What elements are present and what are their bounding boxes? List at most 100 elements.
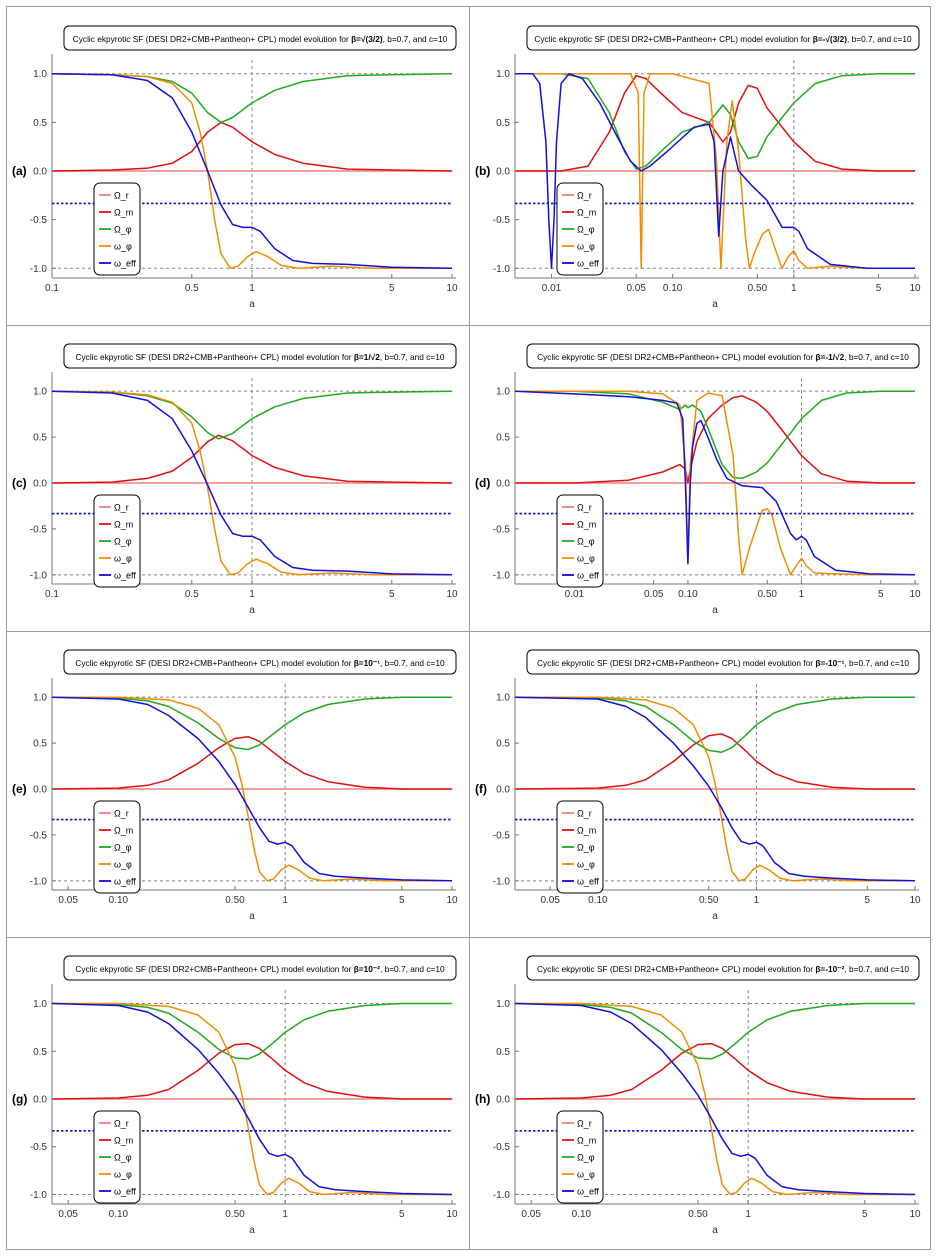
legend-w-phi-label: ω_φ: [577, 1170, 595, 1180]
x-tick-label: 1: [282, 895, 288, 906]
x-tick-label: 10: [446, 1209, 458, 1220]
chart-panel-d: Cyclic ekpyrotic SF (DESI DR2+CMB+Panthe…: [475, 343, 921, 616]
legend-omega-r-label: Ω_r: [577, 1119, 592, 1129]
title-beta: β=10⁻²: [354, 964, 381, 974]
panel-label: (h): [475, 1092, 490, 1106]
x-tick-label: 0.10: [678, 589, 698, 600]
legend-w-eff-label: ω_eff: [577, 1187, 599, 1197]
y-tick-label: 0.5: [496, 118, 510, 129]
legend: Ω_r Ω_m Ω_φ ω_φ ω_eff: [556, 494, 604, 588]
y-tick-label: 0.0: [33, 167, 47, 178]
x-axis-label: a: [712, 1225, 718, 1236]
y-tick-label: -0.5: [493, 524, 511, 535]
y-tick-label: 0.0: [33, 785, 47, 796]
title-prefix: Cyclic ekpyrotic SF (DESI DR2+CMB+Panthe…: [73, 34, 351, 44]
legend-w-phi-label: ω_φ: [577, 860, 595, 870]
omega-m-line: [514, 733, 915, 790]
legend-omega-m-label: Ω_m: [114, 826, 133, 836]
panel-label: (d): [475, 476, 490, 490]
legend-omega-phi-label: Ω_φ: [577, 843, 595, 853]
x-tick-label: 1: [249, 283, 255, 294]
omega-phi-line: [51, 1002, 452, 1060]
y-tick-label: 0.5: [33, 433, 47, 444]
x-tick-label: 0.01: [542, 283, 562, 294]
legend: Ω_r Ω_m Ω_φ ω_φ ω_eff: [93, 1110, 141, 1204]
y-tick-label: 1.0: [496, 387, 510, 398]
legend: Ω_r Ω_m Ω_φ ω_φ ω_eff: [556, 800, 604, 894]
title-prefix: Cyclic ekpyrotic SF (DESI DR2+CMB+Panthe…: [537, 964, 815, 974]
y-tick-label: -1.0: [30, 1190, 48, 1201]
y-tick-label: -1.0: [30, 876, 48, 887]
panel-label: (a): [12, 164, 27, 178]
legend-w-phi-label: ω_φ: [114, 1170, 132, 1180]
chart-panel-f: Cyclic ekpyrotic SF (DESI DR2+CMB+Panthe…: [475, 649, 921, 922]
title-beta: β=√(3/2): [351, 34, 383, 44]
y-tick-label: -1.0: [493, 1190, 511, 1201]
y-tick-label: 1.0: [33, 387, 47, 398]
title-text: Cyclic ekpyrotic SF (DESI DR2+CMB+Panthe…: [73, 34, 448, 44]
y-tick-label: 1.0: [496, 69, 510, 80]
title-suffix: , b=0.7, and c=10: [844, 658, 909, 668]
omega-m-line: [51, 735, 452, 790]
legend: Ω_r Ω_m Ω_φ ω_φ ω_eff: [93, 182, 141, 276]
title-prefix: Cyclic ekpyrotic SF (DESI DR2+CMB+Panthe…: [534, 34, 812, 44]
title-prefix: Cyclic ekpyrotic SF (DESI DR2+CMB+Panthe…: [537, 352, 815, 362]
w-eff-line: [51, 72, 453, 270]
row-divider-2: [7, 631, 930, 632]
title-text: Cyclic ekpyrotic SF (DESI DR2+CMB+Panthe…: [537, 352, 909, 362]
legend-w-eff-label: ω_eff: [114, 571, 136, 581]
omega-m-line: [51, 1042, 452, 1100]
panel-label: (e): [12, 782, 27, 796]
x-tick-label: 5: [864, 895, 870, 906]
legend-omega-phi-label: Ω_φ: [114, 843, 132, 853]
omega-phi-line: [514, 696, 915, 754]
x-axis-label: a: [712, 299, 718, 310]
y-tick-label: 0.5: [33, 1047, 47, 1058]
y-tick-label: 0.5: [496, 739, 510, 750]
legend-w-eff-label: ω_eff: [577, 571, 599, 581]
y-tick-label: 0.0: [496, 479, 510, 490]
x-tick-label: 0.05: [540, 895, 560, 906]
y-tick-label: 1.0: [496, 999, 510, 1010]
legend-omega-phi-label: Ω_φ: [577, 225, 595, 235]
legend-omega-m-label: Ω_m: [577, 1136, 596, 1146]
x-tick-label: 10: [446, 895, 458, 906]
omega-m-line: [51, 434, 453, 484]
title-beta: β=-10⁻¹: [815, 658, 844, 668]
x-tick-label: 0.50: [225, 1209, 245, 1220]
title-box: [526, 343, 920, 369]
w-phi-line: [515, 72, 915, 270]
legend: Ω_r Ω_m Ω_φ ω_φ ω_eff: [93, 494, 141, 588]
title-text: Cyclic ekpyrotic SF (DESI DR2+CMB+Panthe…: [537, 964, 909, 974]
w-phi-line: [52, 1002, 452, 1196]
legend-box: [556, 800, 604, 894]
w-phi-line: [515, 696, 915, 882]
title-text: Cyclic ekpyrotic SF (DESI DR2+CMB+Panthe…: [537, 658, 909, 668]
title-suffix: , b=0.7, and c=10: [380, 964, 445, 974]
x-axis-label: a: [712, 911, 718, 922]
w-eff-line: [51, 390, 453, 576]
legend-omega-phi-label: Ω_φ: [577, 1153, 595, 1163]
legend-w-eff-label: ω_eff: [114, 259, 136, 269]
title-box: [63, 955, 457, 981]
panel-label: (f): [475, 782, 487, 796]
w-eff-line: [514, 1002, 916, 1196]
legend-omega-m-label: Ω_m: [114, 1136, 133, 1146]
legend-omega-phi-label: Ω_φ: [577, 537, 595, 547]
x-tick-label: 5: [862, 1209, 868, 1220]
x-tick-label: 0.5: [185, 283, 199, 294]
title-box: [526, 649, 920, 675]
legend-omega-phi-label: Ω_φ: [114, 225, 132, 235]
omega-m-line: [514, 1042, 915, 1100]
title-text: Cyclic ekpyrotic SF (DESI DR2+CMB+Panthe…: [75, 964, 445, 974]
legend-omega-r-label: Ω_r: [114, 809, 129, 819]
x-tick-label: 0.1: [45, 589, 59, 600]
y-tick-label: 0.0: [496, 1095, 510, 1106]
x-tick-label: 0.1: [45, 283, 59, 294]
omega-phi-line: [51, 390, 453, 440]
x-tick-label: 10: [446, 589, 458, 600]
omega-phi-line: [514, 1002, 915, 1060]
legend-omega-r-label: Ω_r: [114, 191, 129, 201]
omega-phi-line: [51, 696, 452, 751]
x-tick-label: 10: [909, 589, 921, 600]
